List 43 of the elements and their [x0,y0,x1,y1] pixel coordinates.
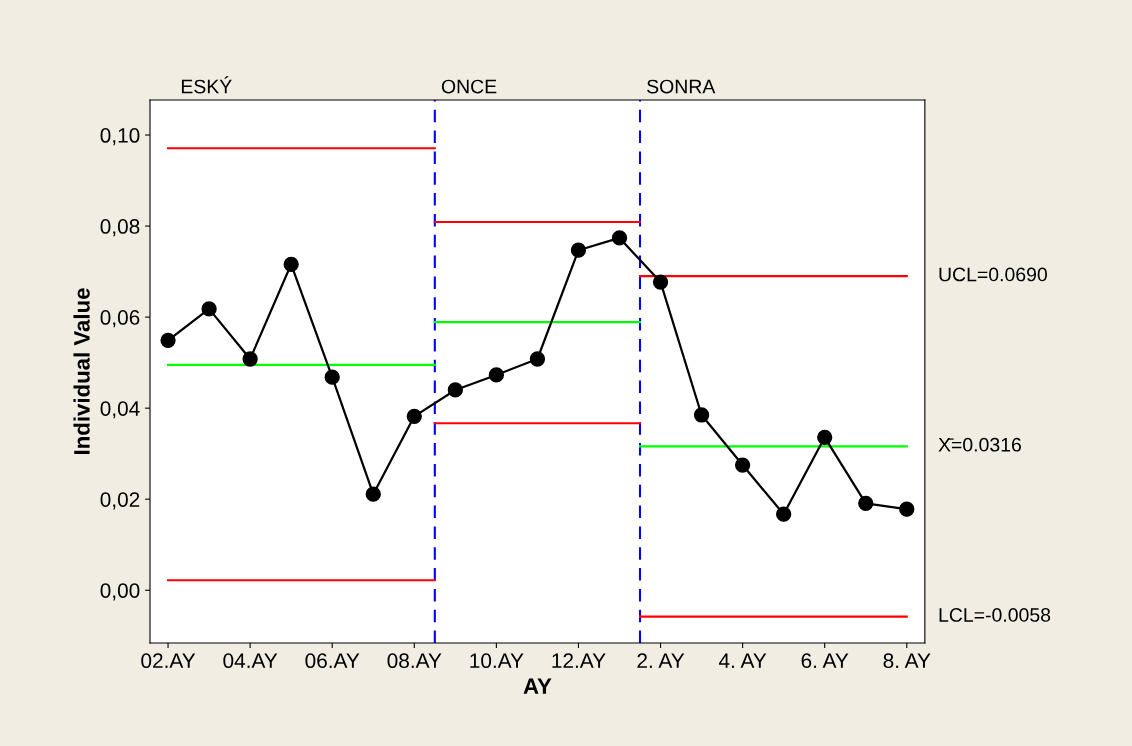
point [242,351,258,367]
x-tick-label: 08.AY [387,653,442,669]
x-axis-title: AY [523,678,552,694]
point [160,332,176,348]
x-tick-label: 10.AY [470,653,524,669]
text: ONCE [441,79,497,94]
text: UCL=0.0690 [939,267,1047,282]
y-tick-label: 0,02 [100,492,140,510]
x-tick-label: 4. AY [718,653,767,668]
point [201,301,217,317]
point [365,486,381,502]
y-tick-label: 0,08 [100,219,140,237]
point [899,501,915,517]
point [406,408,422,424]
x-tick-label: 02.AY [141,653,196,669]
point [693,407,710,423]
point [488,367,505,383]
point [776,506,792,522]
point [447,382,463,398]
x-tick-label: 2. AY [637,653,685,668]
point [652,274,669,290]
x-tick-label: 6. AY [801,653,849,669]
x-tick-label: 8. AY [883,653,931,669]
text: X̄=0.0316 [938,437,1021,452]
x-tick-label: 12.AY [552,653,606,668]
y-tick-label: 0,06 [100,310,140,328]
x-tick-label: 06.AY [305,653,360,669]
text: LCL=-0.0058 [939,608,1051,622]
y-tick-label: 0,04 [100,401,140,419]
point [611,230,628,246]
point [324,369,340,385]
y-axis-title: Individual Value [73,288,90,454]
point [529,351,546,367]
text: ESKÝ [181,76,232,94]
point [858,495,874,511]
point [734,457,751,473]
y-tick-label: 0,00 [100,583,140,601]
point [570,242,587,258]
y-tick-label: 0,10 [100,128,140,146]
text: SONRA [647,79,716,94]
point [283,256,299,272]
x-tick-label: 04.AY [223,653,278,669]
point [817,429,833,445]
